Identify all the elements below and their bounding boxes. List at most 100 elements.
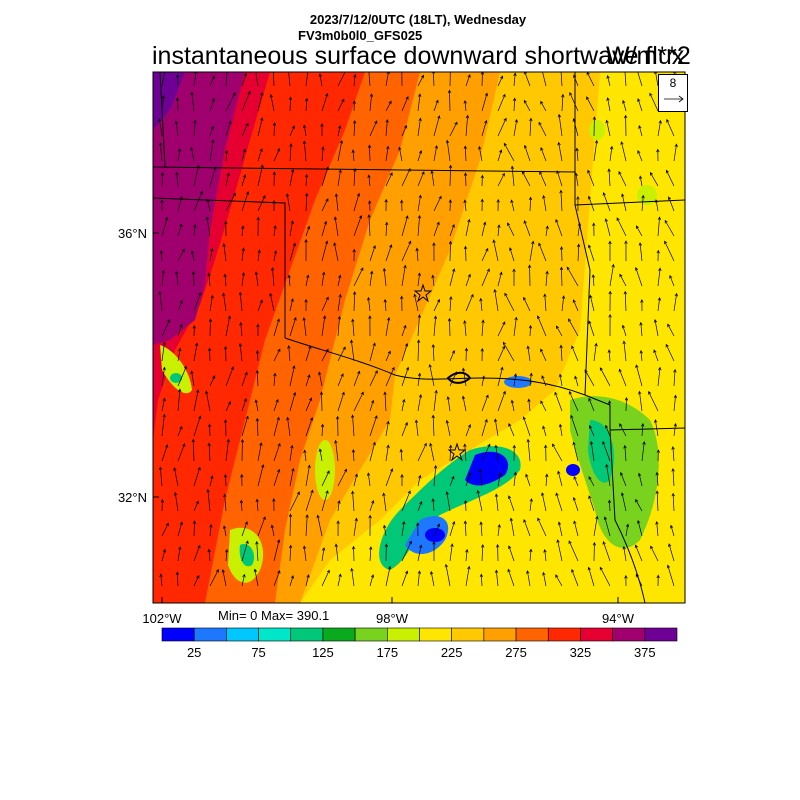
wind-arrow — [540, 100, 547, 112]
wind-arrow — [160, 171, 165, 187]
wind-arrow — [465, 472, 472, 487]
wind-arrow — [552, 443, 563, 462]
wind-arrow — [539, 171, 547, 187]
oklahoma-arkansas-border — [574, 72, 591, 396]
wind-arrow — [619, 273, 627, 287]
wind-arrow — [289, 168, 295, 187]
wind-arrow — [175, 571, 180, 587]
wind-arrow — [620, 492, 627, 512]
lat-label-32n: 32°N — [118, 490, 147, 505]
colorado-border — [159, 72, 166, 168]
wind-arrow — [400, 295, 404, 312]
wind-arrow — [401, 342, 409, 362]
wind-arrow — [570, 414, 579, 437]
wind-arrow — [255, 369, 260, 387]
wind-arrow — [161, 522, 169, 537]
reference-arrow-icon — [664, 95, 684, 103]
wind-arrow — [478, 145, 483, 162]
wind-arrow — [640, 299, 644, 312]
wind-arrow — [559, 344, 563, 362]
wind-arrow — [538, 242, 547, 262]
wind-arrow — [302, 140, 307, 162]
wind-arrow — [572, 496, 579, 512]
wind-arrow — [479, 573, 484, 587]
cloud-panhandle-2 — [170, 373, 182, 383]
wind-arrow — [289, 491, 300, 512]
wind-arrow — [431, 498, 435, 512]
texas-louisiana-border — [609, 429, 646, 603]
wind-arrow — [673, 368, 677, 387]
wind-arrow — [480, 174, 484, 187]
wind-arrow — [273, 468, 281, 487]
wind-arrow — [555, 325, 563, 337]
wind-arrow — [641, 423, 645, 437]
wind-arrow — [587, 195, 595, 212]
wind-arrow — [639, 349, 643, 362]
wind-arrow — [205, 216, 211, 237]
wind-arrow — [321, 296, 329, 312]
wind-arrow — [527, 264, 532, 287]
wind-arrow — [384, 221, 389, 237]
wind-arrow — [635, 498, 643, 512]
wind-arrow — [175, 73, 180, 87]
wind-arrow — [223, 419, 228, 437]
wind-arrow — [253, 568, 259, 587]
wind-arrow — [568, 318, 579, 337]
wind-arrow — [193, 500, 199, 512]
wind-arrow — [385, 72, 390, 87]
wind-arrow — [543, 293, 547, 312]
cloud-southwest-2 — [239, 544, 255, 567]
wind-arrow — [666, 564, 675, 587]
wind-arrow — [239, 321, 243, 337]
wind-arrow — [241, 122, 249, 137]
wind-arrow — [382, 492, 387, 512]
wind-arrow — [273, 372, 277, 387]
wind-arrow — [225, 72, 228, 87]
wind-arrow — [621, 324, 627, 337]
wind-arrow — [635, 573, 643, 587]
wind-arrow — [497, 390, 506, 412]
lon-label-94w: 94°W — [602, 611, 635, 626]
wind-arrow — [398, 146, 403, 162]
wind-arrow — [543, 548, 547, 562]
wind-arrow — [257, 117, 264, 137]
wind-arrow — [609, 145, 614, 162]
wind-arrow — [431, 274, 435, 287]
wind-arrow — [504, 292, 515, 312]
wind-arrow — [657, 366, 662, 387]
wind-arrow — [526, 438, 531, 462]
wind-arrow — [241, 573, 246, 587]
wind-arrow — [321, 166, 329, 187]
wind-arrow — [639, 321, 643, 337]
wind-arrow — [417, 93, 422, 112]
wind-arrow — [382, 267, 387, 287]
wind-arrow — [433, 115, 441, 137]
wind-arrow — [637, 519, 643, 537]
cloud-blue-4 — [566, 464, 580, 476]
wind-arrow — [193, 466, 201, 487]
wind-arrow — [671, 492, 675, 512]
wind-arrow — [445, 139, 451, 162]
wind-arrow — [287, 274, 291, 287]
wind-arrow — [664, 219, 675, 237]
wind-arrow — [529, 117, 533, 137]
oklahoma-panhandle-border — [153, 197, 286, 338]
wind-arrow — [449, 475, 455, 487]
wind-arrow — [401, 490, 411, 512]
lon-label-102w: 102°W — [142, 611, 182, 626]
wind-arrow — [529, 240, 535, 262]
wind-arrow — [321, 470, 330, 487]
wind-arrow — [656, 249, 660, 262]
wind-arrow — [527, 398, 531, 412]
wind-arrow — [353, 119, 357, 137]
wind-arrow — [481, 221, 487, 237]
wind-arrow — [304, 97, 309, 112]
reference-vector-box: 8 — [658, 74, 688, 112]
wind-arrow — [416, 522, 420, 537]
wind-arrow — [572, 441, 579, 462]
wind-arrow — [303, 449, 307, 462]
wind-arrow — [349, 339, 355, 362]
wind-arrow — [670, 524, 675, 537]
wind-arrow — [523, 72, 531, 87]
wind-arrow — [544, 444, 548, 462]
